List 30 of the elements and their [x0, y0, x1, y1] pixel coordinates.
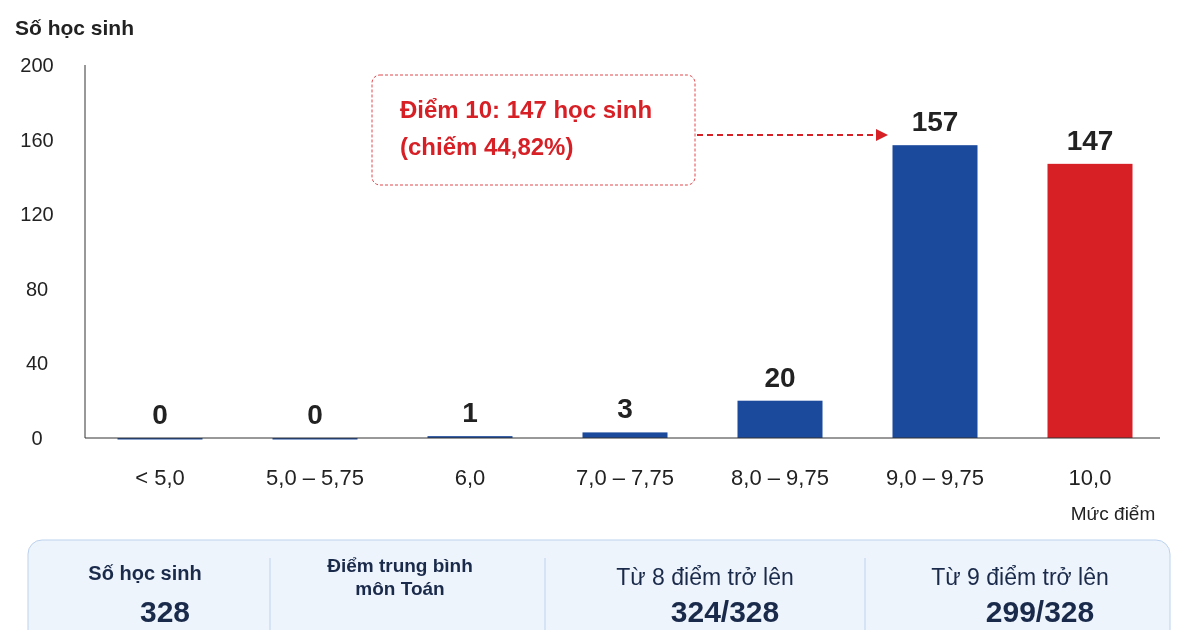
y-tick-label: 0	[31, 427, 43, 449]
x-tick-label: 8,0 – 9,75	[731, 465, 829, 490]
text: 324/328	[670, 595, 780, 628]
y-tick-label: 80	[25, 277, 49, 300]
data-label: 1	[462, 397, 478, 429]
data-label: 0	[307, 399, 323, 430]
data-label: 20	[764, 361, 796, 393]
y-tick-label: 200	[20, 54, 54, 76]
x-tick-label: 7,0 – 7,75	[576, 465, 674, 490]
y-tick-label: 120	[20, 203, 54, 226]
text: 328	[139, 595, 191, 628]
text: Số học sinh	[88, 562, 202, 584]
data-label: 3	[617, 393, 633, 425]
data-label: 0	[152, 399, 168, 430]
x-tick-label: 9,0 – 9,75	[886, 465, 984, 490]
x-tick-label: 10,0	[1068, 465, 1112, 490]
data-label: 147	[1066, 124, 1114, 156]
text: Từ 9 điểm trở lên	[931, 564, 1109, 590]
x-tick-label: 5,0 – 5,75	[266, 465, 364, 490]
text: Điểm trung bình môn Toán	[327, 555, 473, 599]
y-tick-label: 160	[20, 128, 54, 151]
text: Từ 8 điểm trở lên	[616, 564, 794, 590]
annotation: Điểm 10: 147 học sinh (chiếm 44,82%)	[400, 96, 653, 161]
x-axis-title: Mức điểm	[1070, 503, 1156, 524]
y-axis-title: Số học sinh	[15, 16, 135, 39]
y-tick-label: 40	[25, 352, 49, 375]
x-tick-label: < 5,0	[135, 465, 185, 490]
text: 299/328	[985, 595, 1095, 628]
x-tick-label: 6,0	[454, 465, 486, 490]
data-label: 157	[911, 106, 959, 138]
